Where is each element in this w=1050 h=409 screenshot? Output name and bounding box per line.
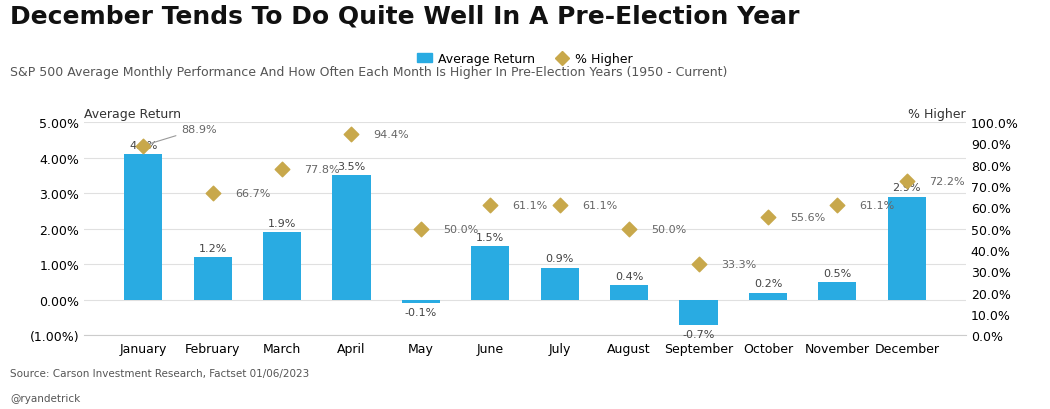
Point [204,190,220,197]
Text: Average Return: Average Return [84,108,181,121]
Text: 88.9%: 88.9% [146,124,217,146]
Text: S&P 500 Average Monthly Performance And How Often Each Month Is Higher In Pre-El: S&P 500 Average Monthly Performance And … [10,65,728,79]
Text: -0.7%: -0.7% [682,329,715,339]
Point [551,202,568,209]
Point [343,131,360,138]
Point [274,166,291,173]
Point [830,202,846,209]
Bar [679,300,717,325]
Text: 33.3%: 33.3% [720,260,756,270]
Bar [610,286,648,300]
Text: 2.9%: 2.9% [892,183,921,193]
Bar [541,268,579,300]
Text: December Tends To Do Quite Well In A Pre-Election Year: December Tends To Do Quite Well In A Pre… [10,4,800,28]
Text: 0.5%: 0.5% [823,268,852,278]
Point [899,179,916,185]
Text: 50.0%: 50.0% [651,224,687,234]
Point [690,261,707,268]
Text: 0.4%: 0.4% [615,272,644,281]
Bar [124,155,163,300]
Text: 50.0%: 50.0% [443,224,479,234]
Bar [749,293,788,300]
Text: Source: Carson Investment Research, Factset 01/06/2023: Source: Carson Investment Research, Fact… [10,368,310,378]
Text: 61.1%: 61.1% [512,200,548,210]
Text: 66.7%: 66.7% [235,189,270,198]
Point [413,226,429,232]
Point [621,226,637,232]
Text: % Higher: % Higher [908,108,966,121]
Text: 77.8%: 77.8% [304,165,340,175]
Text: 3.5%: 3.5% [337,162,365,172]
Text: @ryandetrick: @ryandetrick [10,393,81,402]
Text: 72.2%: 72.2% [929,177,965,187]
Bar [193,257,232,300]
Text: 61.1%: 61.1% [860,200,895,210]
Bar [887,197,926,300]
Bar [262,233,301,300]
Text: 94.4%: 94.4% [374,130,410,139]
Text: 0.9%: 0.9% [546,254,574,264]
Point [482,202,499,209]
Point [134,143,151,150]
Text: 1.9%: 1.9% [268,218,296,228]
Text: 61.1%: 61.1% [582,200,617,210]
Text: 0.2%: 0.2% [754,279,782,289]
Text: 55.6%: 55.6% [791,212,825,222]
Text: -0.1%: -0.1% [404,308,437,318]
Bar [333,176,371,300]
Text: 1.2%: 1.2% [198,243,227,253]
Bar [471,247,509,300]
Text: 4.1%: 4.1% [129,140,158,151]
Text: 1.5%: 1.5% [476,233,504,243]
Bar [402,300,440,303]
Point [759,214,776,220]
Legend: Average Return, % Higher: Average Return, % Higher [412,48,638,71]
Bar [818,282,857,300]
